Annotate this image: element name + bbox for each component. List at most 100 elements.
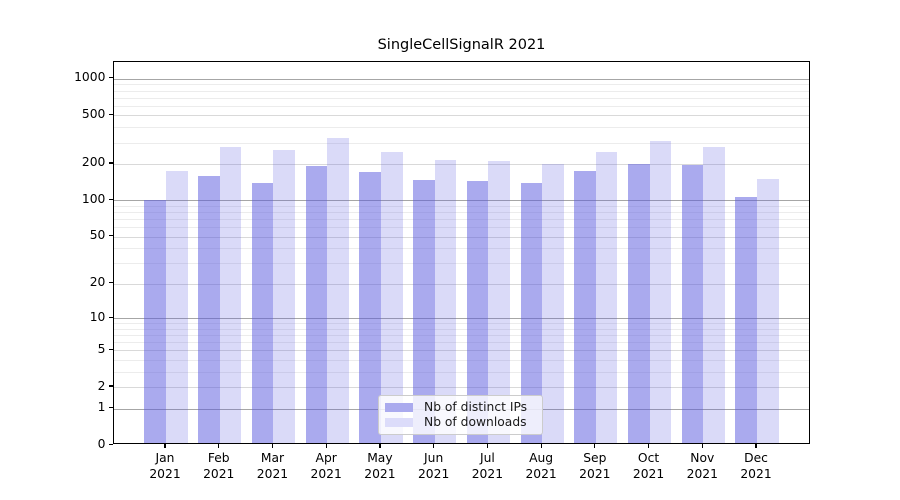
bar-distinct-ips (359, 171, 381, 444)
x-tick-mark (540, 444, 542, 448)
bar-downloads (703, 147, 725, 444)
bar-downloads (595, 151, 618, 444)
y-tick-mark (109, 77, 114, 79)
minor-gridline (114, 263, 809, 265)
bar-distinct-ips (574, 170, 596, 444)
bar-distinct-ips (735, 196, 757, 444)
legend-label-distinct-ips: Nb of distinct IPs (424, 400, 528, 415)
bar-downloads (219, 147, 242, 444)
minor-gridline (114, 105, 809, 107)
minor-gridline (114, 359, 809, 361)
x-tick-mark (379, 444, 381, 448)
major-gridline (114, 283, 809, 285)
x-tick-label: Jun 2021 (417, 451, 450, 481)
y-tick-label: 2 (97, 378, 106, 393)
minor-gridline (114, 205, 809, 207)
bar-downloads (327, 137, 349, 444)
x-tick-label: Dec 2021 (740, 451, 772, 481)
y-tick-mark (109, 198, 114, 201)
bar-downloads (488, 161, 510, 444)
minor-gridline (114, 323, 809, 325)
x-tick-label: May 2021 (364, 451, 396, 481)
bar-distinct-ips (413, 180, 435, 444)
y-tick-mark (109, 407, 114, 409)
legend: Nb of distinct IPs Nb of downloads (378, 394, 543, 435)
bar-downloads (757, 178, 779, 444)
bar-downloads (273, 149, 296, 444)
x-tick-mark (271, 444, 274, 448)
bar-distinct-ips (305, 166, 328, 444)
minor-gridline (114, 342, 809, 344)
y-tick-label: 20 (89, 275, 106, 290)
x-tick-mark (647, 444, 650, 448)
legend-item-downloads: Nb of downloads (385, 415, 542, 429)
bar-distinct-ips (144, 200, 166, 444)
major-gridline (114, 78, 809, 80)
y-tick-label: 1000 (74, 70, 106, 85)
y-tick-mark (109, 348, 114, 350)
x-tick-label: Mar 2021 (256, 451, 289, 481)
minor-gridline (114, 371, 809, 373)
y-tick-label: 5 (97, 341, 106, 356)
minor-gridline (114, 219, 809, 221)
minor-gridline (114, 84, 809, 86)
bar-downloads (380, 151, 403, 444)
bar-distinct-ips (520, 182, 543, 444)
minor-gridline (114, 97, 809, 99)
y-tick-label: 500 (81, 106, 106, 121)
minor-gridline (114, 90, 809, 92)
y-tick-mark (109, 316, 114, 318)
legend-swatch-distinct-ips (385, 402, 413, 412)
major-gridline (114, 200, 809, 202)
major-gridline (114, 387, 809, 389)
legend-label-downloads: Nb of downloads (424, 415, 527, 430)
minor-gridline (114, 127, 809, 129)
x-tick-mark (218, 444, 220, 448)
minor-gridline (114, 328, 809, 330)
bar-downloads (165, 171, 188, 444)
x-tick-label: Sep 2021 (579, 451, 611, 481)
x-tick-mark (701, 444, 703, 448)
major-gridline (114, 318, 809, 320)
x-tick-label: Apr 2021 (310, 451, 342, 481)
plot-area (113, 60, 810, 445)
y-tick-mark (109, 162, 114, 164)
x-tick-mark (755, 444, 757, 448)
x-tick-mark (433, 444, 435, 448)
major-gridline (114, 236, 809, 238)
x-tick-label: Nov 2021 (686, 451, 718, 481)
y-tick-label: 1 (97, 400, 106, 415)
bar-distinct-ips (627, 163, 650, 444)
legend-item-distinct-ips: Nb of distinct IPs (385, 400, 542, 414)
bar-downloads (649, 141, 672, 444)
y-tick-mark (109, 282, 114, 284)
bar-distinct-ips (681, 165, 704, 444)
minor-gridline (114, 142, 809, 144)
bar-downloads (542, 164, 564, 444)
minor-gridline (114, 227, 809, 229)
bar-distinct-ips (198, 176, 220, 444)
x-tick-mark (164, 444, 166, 448)
x-tick-label: Jan 2021 (149, 451, 181, 481)
major-gridline (114, 163, 809, 165)
y-tick-mark (109, 113, 114, 116)
x-tick-label: Feb 2021 (203, 451, 235, 481)
chart-title: SingleCellSignalR 2021 (377, 37, 546, 53)
x-tick-label: Jul 2021 (471, 451, 504, 481)
x-tick-label: Aug 2021 (525, 451, 557, 481)
y-tick-label: 100 (81, 191, 106, 206)
y-tick-mark (109, 443, 114, 445)
y-tick-mark (109, 235, 114, 237)
legend-swatch-downloads (385, 417, 413, 427)
x-tick-mark (486, 444, 488, 448)
y-tick-mark (109, 385, 114, 387)
major-gridline (114, 115, 809, 117)
bar-distinct-ips (466, 180, 489, 444)
x-tick-label: Oct 2021 (632, 451, 665, 481)
minor-gridline (114, 212, 809, 214)
y-tick-label: 0 (97, 436, 106, 451)
y-tick-label: 10 (89, 309, 106, 324)
major-gridline (114, 350, 809, 352)
minor-gridline (114, 248, 809, 250)
